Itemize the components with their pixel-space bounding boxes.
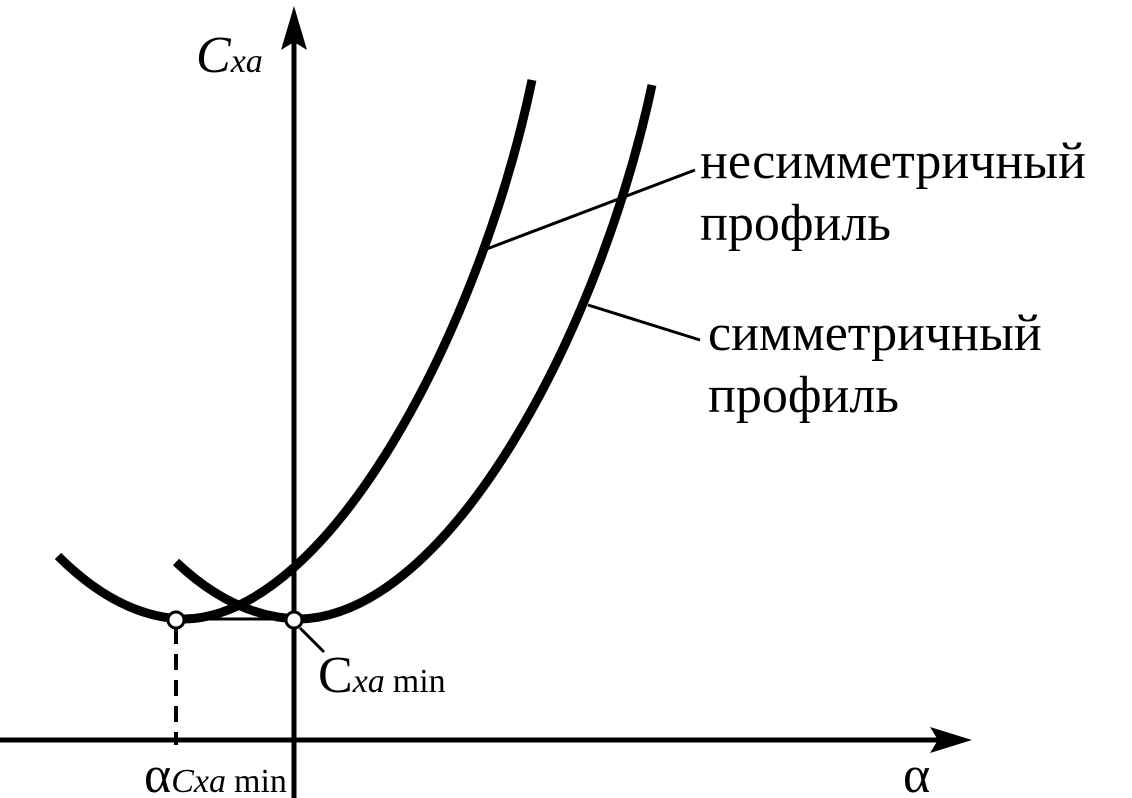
curve-label: профиль: [708, 367, 899, 424]
alpha-min-label: αCxa min: [144, 747, 287, 798]
curve-label: симметричный: [708, 305, 1042, 362]
x-axis-label: α: [903, 747, 930, 798]
leader-line: [587, 303, 701, 342]
min-label: Cxa min: [318, 647, 446, 704]
symmetric-curve: [172, 84, 657, 624]
y-axis-arrow: [281, 6, 307, 50]
asymmetric-curve: [54, 79, 537, 624]
curve-label: профиль: [700, 195, 891, 252]
y-axis-label: Cxa: [196, 27, 263, 84]
x-axis-arrow: [930, 727, 972, 753]
leader-line: [483, 168, 696, 252]
leader-line: [298, 626, 326, 654]
min-point: [166, 610, 186, 630]
min-point: [284, 610, 304, 630]
curve-label: несимметричный: [700, 133, 1086, 190]
